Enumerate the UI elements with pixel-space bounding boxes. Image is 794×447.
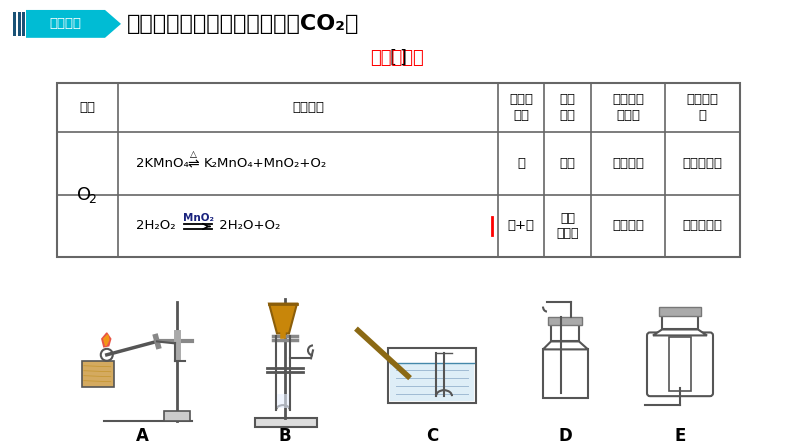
- Text: [​: [​: [390, 49, 397, 67]
- Bar: [17, 12, 21, 36]
- Text: 加热: 加热: [560, 157, 576, 170]
- Bar: [543, 350, 588, 398]
- Bar: [390, 363, 474, 401]
- Text: 反应物
状态: 反应物 状态: [509, 93, 533, 122]
- Text: D: D: [558, 427, 572, 445]
- Polygon shape: [543, 342, 588, 350]
- Text: 2H₂O₂: 2H₂O₂: [136, 219, 175, 232]
- Text: 大于空气: 大于空气: [612, 219, 644, 232]
- Text: △: △: [190, 150, 196, 159]
- Text: O: O: [78, 186, 91, 203]
- Text: 是否溢于
水: 是否溢于 水: [687, 93, 719, 122]
- Text: 不易溢于水: 不易溢于水: [683, 219, 723, 232]
- Bar: [255, 418, 317, 427]
- Text: 不易溢于水: 不易溢于水: [683, 157, 723, 170]
- Polygon shape: [269, 304, 297, 333]
- Bar: [662, 313, 698, 329]
- Text: 2: 2: [89, 193, 96, 206]
- Text: 气体: 气体: [79, 101, 95, 114]
- Text: 提出问题: 提出问题: [49, 17, 82, 30]
- FancyBboxPatch shape: [647, 333, 713, 396]
- Text: ​]: ​]: [400, 49, 407, 67]
- Text: 2KMnO₄: 2KMnO₄: [136, 157, 189, 170]
- Text: 固: 固: [517, 157, 525, 170]
- Bar: [277, 394, 289, 408]
- Bar: [57, 83, 740, 257]
- Bar: [22, 12, 25, 36]
- Text: E: E: [674, 427, 686, 445]
- Bar: [551, 324, 579, 342]
- Text: C: C: [426, 427, 438, 445]
- Bar: [164, 411, 190, 421]
- Bar: [13, 12, 16, 36]
- Polygon shape: [104, 335, 109, 346]
- Text: 如何选择一套合理的装置制取CO₂？: 如何选择一套合理的装置制取CO₂？: [127, 14, 360, 34]
- Bar: [82, 361, 114, 387]
- Polygon shape: [102, 333, 111, 347]
- Text: 常温
催化剂: 常温 催化剂: [557, 212, 579, 240]
- Text: 2H₂O+O₂: 2H₂O+O₂: [215, 219, 280, 232]
- Text: ⇌: ⇌: [187, 158, 198, 172]
- Text: MnO₂: MnO₂: [183, 213, 214, 223]
- Text: 温故而知新: 温故而知新: [370, 49, 424, 67]
- Text: 反应
条件: 反应 条件: [560, 93, 576, 122]
- Text: K₂MnO₄+MnO₂+O₂: K₂MnO₄+MnO₂+O₂: [204, 157, 327, 170]
- Bar: [548, 316, 582, 325]
- Text: B: B: [279, 427, 291, 445]
- Text: 大于空气: 大于空气: [612, 157, 644, 170]
- Bar: [659, 307, 701, 316]
- Bar: [388, 348, 476, 403]
- Text: 反应原理: 反应原理: [292, 101, 324, 114]
- Text: 固+液: 固+液: [507, 219, 534, 232]
- Bar: [669, 337, 691, 391]
- Text: A: A: [136, 427, 148, 445]
- Text: 密度与空
气比较: 密度与空 气比较: [612, 93, 644, 122]
- Polygon shape: [26, 10, 121, 38]
- Polygon shape: [653, 329, 707, 335]
